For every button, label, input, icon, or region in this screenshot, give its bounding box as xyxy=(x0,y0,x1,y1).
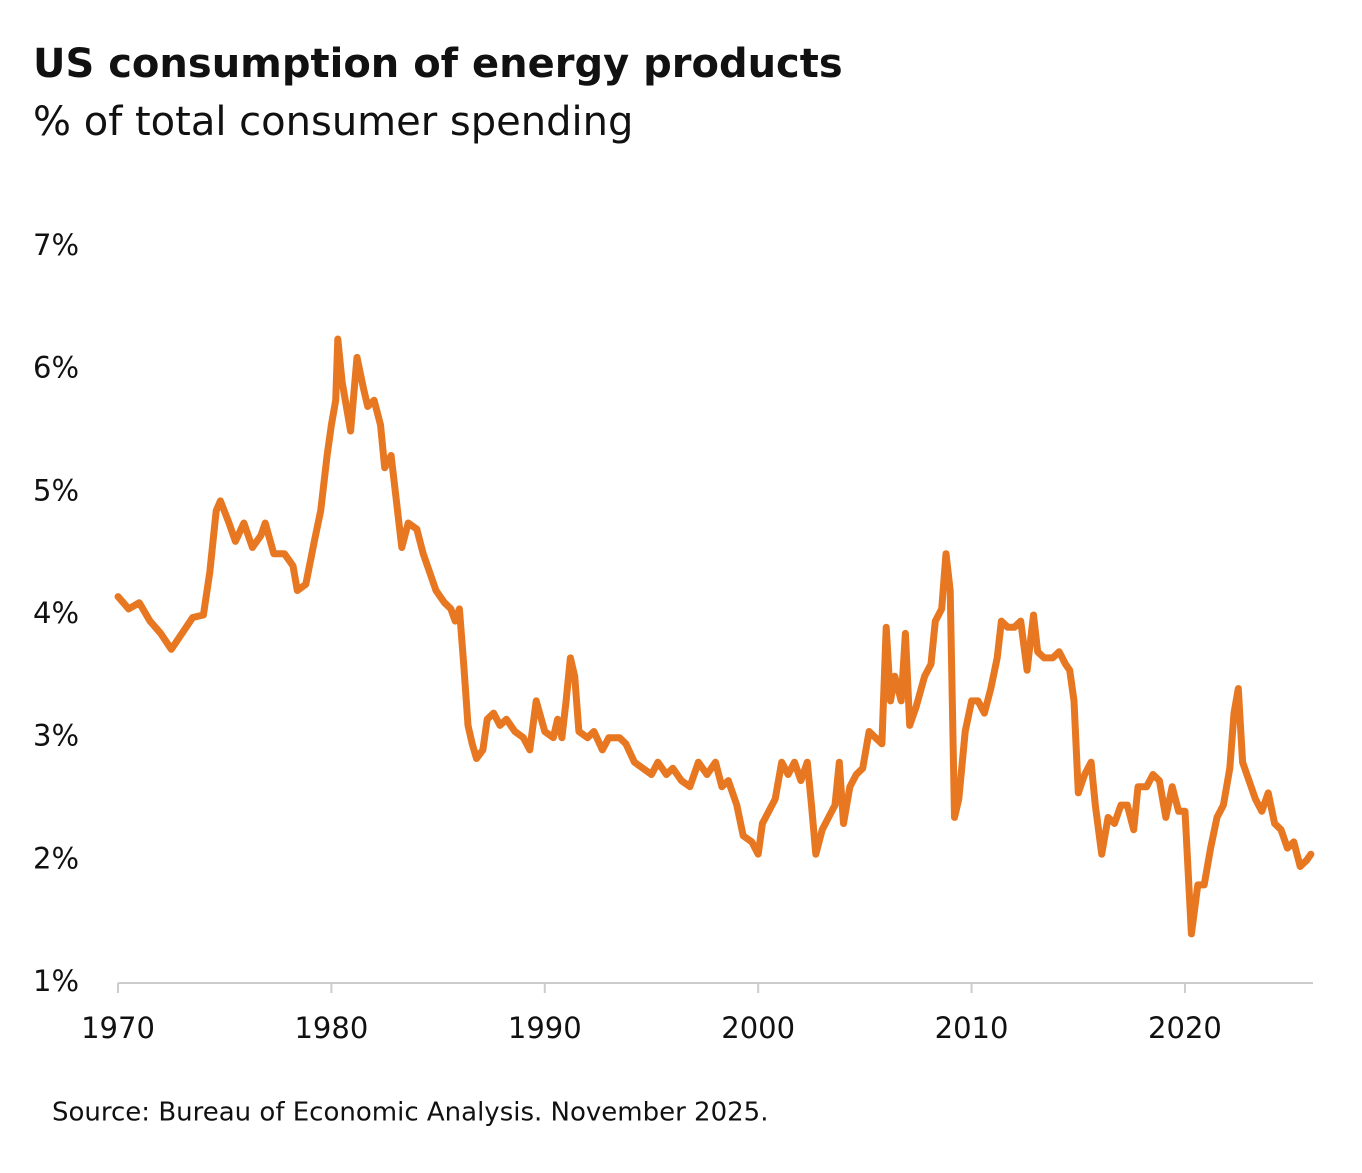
source-note: Source: Bureau of Economic Analysis. Nov… xyxy=(52,1098,769,1128)
y-tick-label: 6% xyxy=(33,351,79,385)
y-tick-label: 1% xyxy=(33,964,79,998)
x-tick-label: 2010 xyxy=(935,1011,1009,1045)
chart-subtitle: % of total consumer spending xyxy=(33,99,633,145)
x-tick-label: 1990 xyxy=(508,1011,582,1045)
y-tick-label: 4% xyxy=(33,596,79,630)
x-tick-label: 1980 xyxy=(294,1011,368,1045)
y-tick-label: 3% xyxy=(33,719,79,753)
y-tick-label: 7% xyxy=(33,228,79,262)
data-line xyxy=(114,335,1315,938)
x-tick-label: 2020 xyxy=(1148,1011,1222,1045)
x-tick-label: 1970 xyxy=(81,1011,155,1045)
y-tick-label: 2% xyxy=(33,841,79,875)
y-tick-label: 5% xyxy=(33,473,79,507)
chart-title: US consumption of energy products xyxy=(33,41,843,87)
x-tick-label: 2000 xyxy=(721,1011,795,1045)
